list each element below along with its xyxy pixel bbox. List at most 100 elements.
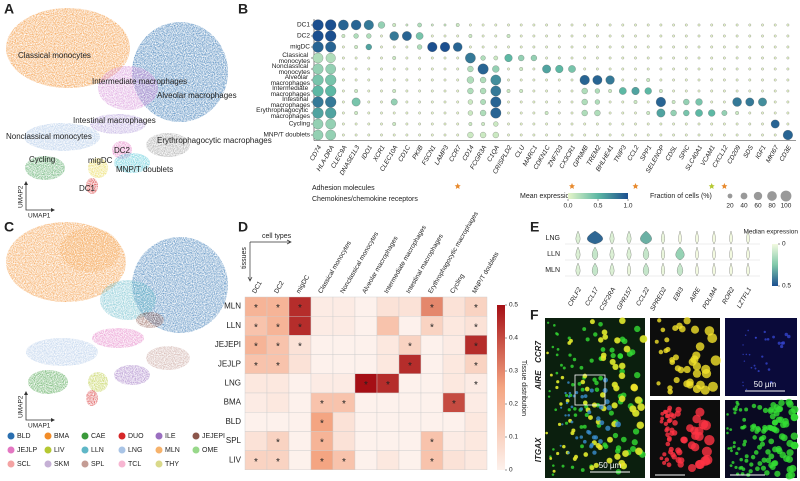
dot (634, 67, 637, 71)
micrograph-signal (598, 375, 603, 381)
axis-label: UMAP1 (28, 423, 51, 430)
dot (621, 23, 625, 27)
dot (354, 78, 358, 82)
column-label: MNP/T doublets (471, 250, 501, 294)
dot (342, 56, 345, 60)
dot (490, 96, 502, 108)
dot (761, 89, 764, 93)
cell-cloud (88, 158, 108, 178)
cell-cloud (26, 338, 98, 366)
dot (367, 133, 371, 137)
cell-cloud (146, 133, 190, 157)
dot (342, 100, 345, 104)
micrograph-signal (560, 375, 565, 380)
dot (557, 89, 561, 93)
micrograph-signal (615, 448, 621, 454)
dot (367, 78, 371, 82)
cell-cloud (25, 156, 65, 180)
legend-swatch (192, 432, 200, 440)
significance-label: * (320, 399, 324, 410)
dot (443, 122, 447, 126)
micrograph-signal (568, 391, 572, 395)
significance-label: * (254, 303, 258, 314)
dot (608, 111, 612, 115)
annotation: Adhesion molecules (312, 185, 375, 192)
micrograph-signal (733, 411, 737, 415)
cell-cloud (60, 228, 120, 272)
heatmap-cell (442, 316, 466, 336)
significance-label: * (342, 457, 346, 468)
dot (596, 56, 599, 60)
dot (748, 45, 752, 49)
micrograph-signal (742, 381, 744, 383)
significance-label: * (474, 322, 478, 333)
column-label: DC1 (251, 280, 264, 295)
row-label-line: macrophages (271, 80, 311, 87)
micrograph-signal (776, 447, 783, 455)
column-label: Cycling (449, 273, 466, 295)
micrograph-signal (606, 405, 612, 411)
heatmap-cell (354, 354, 378, 375)
micrograph-signal (701, 420, 711, 431)
dot (748, 56, 752, 60)
scale-bar-label: 50 µm (599, 461, 622, 470)
micrograph-signal (619, 317, 626, 325)
dot (646, 23, 650, 27)
legend-swatch (7, 432, 15, 440)
dot (532, 122, 536, 126)
dot (312, 19, 324, 31)
dot (481, 122, 485, 126)
dot (735, 89, 739, 93)
dot (443, 111, 447, 115)
cluster-label: Intermediate macrophages (92, 77, 187, 86)
micrograph-signal (579, 365, 584, 370)
legend-swatch (81, 432, 89, 440)
micrograph-signal (707, 381, 718, 392)
dot (710, 45, 714, 49)
dot (659, 89, 663, 93)
size-legend-dot (780, 190, 792, 202)
dot (761, 34, 764, 38)
dot (544, 111, 549, 115)
micrograph-signal (757, 444, 762, 450)
dot (570, 45, 574, 49)
micrograph-signal (764, 470, 770, 476)
micrograph-signal (608, 410, 614, 416)
heatmap-cell (266, 392, 290, 413)
heatmap-cell (244, 373, 268, 394)
micrograph-signal (747, 329, 749, 332)
dot (735, 67, 739, 71)
dot (480, 109, 487, 117)
dot (443, 89, 447, 93)
dot (748, 67, 752, 71)
legend-label: SPL (91, 461, 104, 468)
micrograph-signal (570, 465, 575, 469)
heatmap-cell (244, 392, 268, 413)
micrograph-signal (732, 441, 736, 445)
heatmap-cell (442, 431, 466, 451)
micrograph-signal (664, 457, 670, 462)
dot (467, 131, 474, 139)
micrograph-signal (559, 444, 562, 447)
dot (594, 88, 600, 94)
colorbar-title: Median expression (743, 229, 798, 236)
dot (672, 89, 675, 93)
dot (684, 34, 688, 38)
micrograph-signal (572, 456, 577, 461)
row-label-line: macrophages (271, 113, 311, 120)
micrograph-signal (657, 318, 662, 323)
dot (443, 100, 447, 104)
arrow-head (24, 391, 55, 422)
row-label: LLN (226, 321, 241, 330)
dot (367, 100, 371, 104)
dot (773, 56, 777, 60)
micrograph-signal (737, 447, 741, 451)
micrograph-signal (778, 399, 785, 407)
cell-cloud (132, 22, 228, 122)
violin (609, 262, 615, 277)
size-legend-dot (753, 191, 763, 201)
dot (392, 89, 397, 93)
dot (786, 100, 790, 104)
micrograph-signal (729, 464, 733, 468)
channel-label: CCR7 (534, 341, 543, 363)
